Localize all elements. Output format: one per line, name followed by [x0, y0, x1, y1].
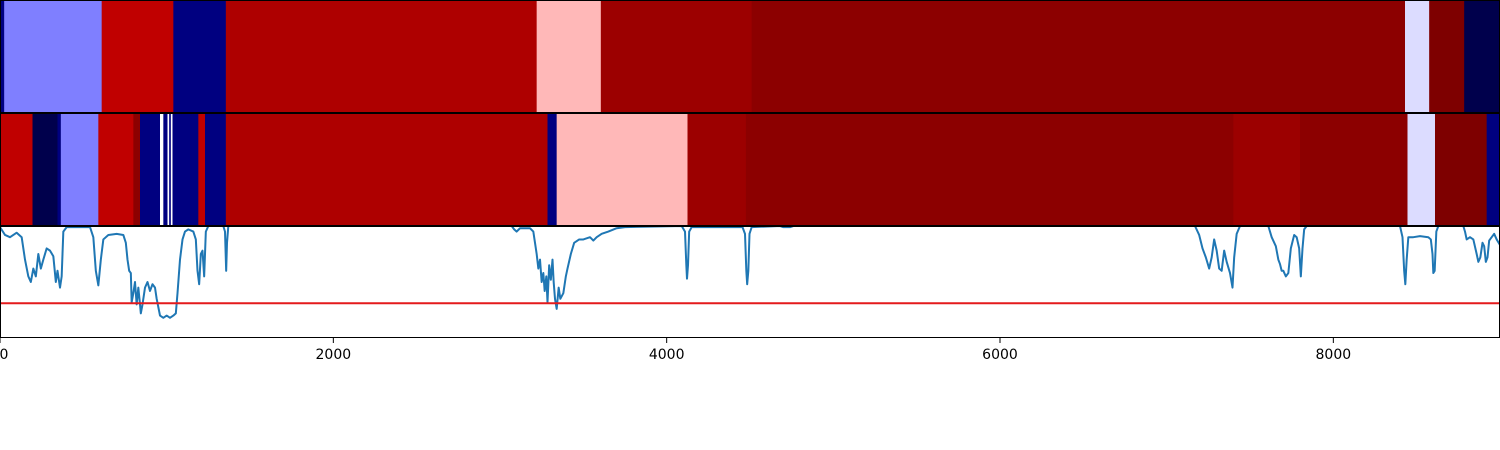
strip-1-segment: [600, 0, 753, 113]
strip-2-segment: [140, 113, 161, 226]
strip-2-segment: [225, 113, 549, 226]
strip-1-segment: [173, 0, 227, 113]
strip-2-segment: [687, 113, 747, 226]
strip-2-segment: [547, 113, 558, 226]
strip-1-segment: [751, 0, 1406, 113]
strip-2-segment: [1407, 113, 1436, 226]
strip-2-segment: [1233, 113, 1301, 226]
line-panel: [0, 225, 1500, 338]
strip-2-segment: [172, 113, 199, 226]
strip-2-segment: [98, 113, 134, 226]
strip-2-segment: [163, 113, 169, 226]
strip-2-segment: [205, 113, 227, 226]
strip-2-segment: [160, 113, 164, 226]
x-tick-label: 4000: [649, 347, 685, 363]
strip-2-segment: [170, 113, 174, 226]
strip-2-segment: [556, 113, 689, 226]
strip-1-segment: [536, 0, 602, 113]
strip-1-segment: [0, 0, 5, 113]
strip-2-segment: [198, 113, 206, 226]
score-line: [0, 225, 1500, 319]
x-tick-label: 2000: [316, 347, 352, 363]
x-axis: 0 2000 4000 6000 8000: [0, 338, 1351, 363]
x-tick-label: 0: [0, 347, 8, 363]
strip-2-segment: [133, 113, 141, 226]
strip-1-segment: [225, 0, 538, 113]
strip-1-segment: [101, 0, 174, 113]
x-tick-label: 8000: [1316, 347, 1352, 363]
strip-2-segment: [60, 113, 99, 226]
strip-2-segment: [0, 113, 34, 226]
strip-2-segment: [1300, 113, 1409, 226]
strip-1-segment: [4, 0, 103, 113]
strip-2-segment: [1435, 113, 1488, 226]
strip-2-segment: [169, 113, 172, 226]
strip-1-segment: [1429, 0, 1465, 113]
strip-2-segment: [1486, 113, 1500, 226]
strip-1-segment: [1464, 0, 1500, 113]
strip-2-segment: [32, 113, 59, 226]
x-tick-label: 6000: [982, 347, 1018, 363]
strip-1-segment: [1405, 0, 1430, 113]
strip-2-segment: [167, 113, 170, 226]
segmentation-strip-2: [0, 113, 1500, 226]
strip-2-segment: [57, 113, 62, 226]
strip-2-segment: [745, 113, 1234, 226]
segmentation-strip-1: [0, 0, 1500, 113]
